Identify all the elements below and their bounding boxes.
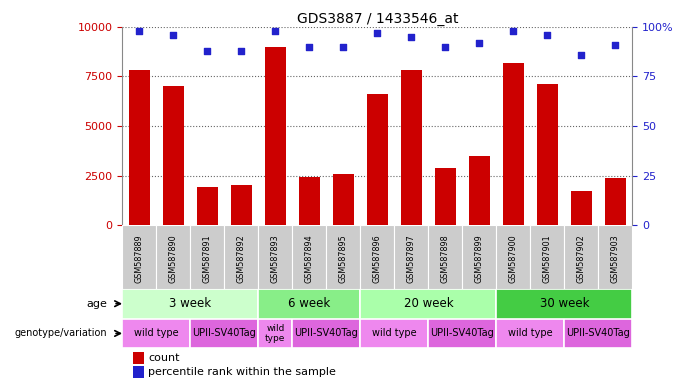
Text: count: count: [148, 353, 180, 363]
Text: percentile rank within the sample: percentile rank within the sample: [148, 367, 336, 377]
Text: GSM587898: GSM587898: [441, 235, 450, 283]
Point: [168, 32, 179, 38]
Bar: [496, 289, 632, 319]
Point: [372, 30, 383, 36]
Bar: [224, 225, 258, 289]
Text: wild
type: wild type: [265, 324, 286, 343]
Text: GSM587893: GSM587893: [271, 235, 280, 283]
Text: GSM587900: GSM587900: [509, 235, 518, 283]
Text: GSM587895: GSM587895: [339, 235, 348, 283]
Bar: [333, 174, 354, 225]
Bar: [360, 289, 496, 319]
Bar: [496, 319, 564, 348]
Text: GSM587889: GSM587889: [135, 235, 144, 283]
Point: [134, 28, 145, 34]
Text: GSM587891: GSM587891: [203, 235, 212, 283]
Bar: [605, 177, 626, 225]
Point: [236, 48, 247, 54]
Bar: [122, 225, 156, 289]
Bar: [428, 225, 462, 289]
Point: [202, 48, 213, 54]
Bar: [122, 289, 258, 319]
Point: [542, 32, 553, 38]
Bar: [530, 225, 564, 289]
Bar: [360, 225, 394, 289]
Bar: [133, 353, 144, 364]
Point: [406, 34, 417, 40]
Bar: [197, 187, 218, 225]
Text: 20 week: 20 week: [404, 297, 453, 310]
Bar: [469, 156, 490, 225]
Text: 30 week: 30 week: [540, 297, 589, 310]
Bar: [292, 225, 326, 289]
Point: [440, 44, 451, 50]
Bar: [326, 225, 360, 289]
Bar: [292, 319, 360, 348]
Bar: [462, 225, 496, 289]
Text: GSM587903: GSM587903: [611, 235, 620, 283]
Point: [270, 28, 281, 34]
Text: genotype/variation: genotype/variation: [14, 328, 107, 338]
Bar: [258, 225, 292, 289]
Title: GDS3887 / 1433546_at: GDS3887 / 1433546_at: [296, 12, 458, 26]
Bar: [258, 319, 292, 348]
Point: [474, 40, 485, 46]
Bar: [265, 47, 286, 225]
Text: age: age: [86, 299, 107, 309]
Bar: [435, 168, 456, 225]
Bar: [360, 319, 428, 348]
Bar: [571, 191, 592, 225]
Bar: [367, 94, 388, 225]
Text: UPII-SV40Tag: UPII-SV40Tag: [294, 328, 358, 338]
Bar: [564, 225, 598, 289]
Bar: [428, 319, 496, 348]
Bar: [231, 185, 252, 225]
Text: GSM587901: GSM587901: [543, 235, 552, 283]
Text: wild type: wild type: [372, 328, 417, 338]
Bar: [503, 63, 524, 225]
Point: [338, 44, 349, 50]
Text: GSM587897: GSM587897: [407, 235, 416, 283]
Bar: [190, 319, 258, 348]
Text: GSM587890: GSM587890: [169, 235, 178, 283]
Text: GSM587894: GSM587894: [305, 235, 314, 283]
Text: GSM587892: GSM587892: [237, 235, 246, 283]
Bar: [258, 289, 360, 319]
Bar: [190, 225, 224, 289]
Point: [576, 51, 587, 58]
Text: UPII-SV40Tag: UPII-SV40Tag: [430, 328, 494, 338]
Text: GSM587899: GSM587899: [475, 235, 484, 283]
Bar: [122, 319, 190, 348]
Bar: [537, 84, 558, 225]
Bar: [401, 71, 422, 225]
Bar: [564, 319, 632, 348]
Point: [508, 28, 519, 34]
Text: UPII-SV40Tag: UPII-SV40Tag: [192, 328, 256, 338]
Bar: [133, 366, 144, 377]
Bar: [299, 177, 320, 225]
Text: GSM587902: GSM587902: [577, 235, 586, 283]
Text: UPII-SV40Tag: UPII-SV40Tag: [566, 328, 630, 338]
Text: 6 week: 6 week: [288, 297, 330, 310]
Bar: [129, 71, 150, 225]
Text: wild type: wild type: [508, 328, 553, 338]
Text: GSM587896: GSM587896: [373, 235, 382, 283]
Point: [304, 44, 315, 50]
Bar: [156, 225, 190, 289]
Bar: [496, 225, 530, 289]
Bar: [598, 225, 632, 289]
Text: wild type: wild type: [134, 328, 179, 338]
Bar: [394, 225, 428, 289]
Bar: [163, 86, 184, 225]
Point: [610, 41, 621, 48]
Text: 3 week: 3 week: [169, 297, 211, 310]
